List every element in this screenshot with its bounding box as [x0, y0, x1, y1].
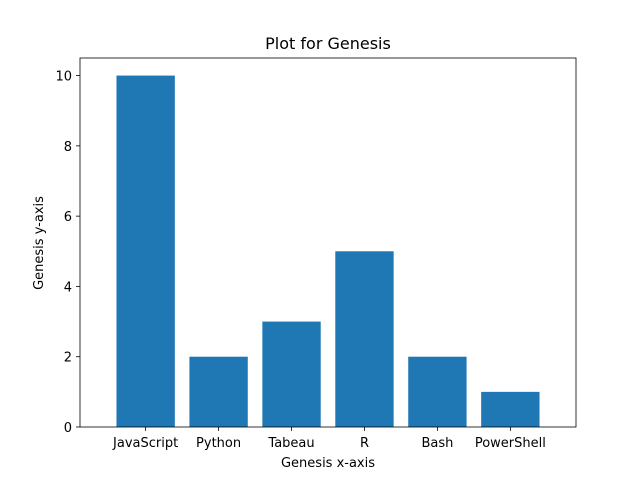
y-tick-label: 4 — [64, 280, 72, 295]
bar — [116, 75, 175, 428]
bar — [481, 391, 540, 427]
x-tick-label: Tabeau — [267, 436, 314, 451]
x-axis-label: Genesis x-axis — [281, 456, 375, 471]
x-tick-label: Python — [196, 436, 241, 451]
y-tick-label: 2 — [64, 351, 72, 366]
bar — [262, 321, 321, 427]
x-tick-label: PowerShell — [475, 436, 546, 451]
x-tick-label: Bash — [421, 436, 453, 451]
plot-frame — [79, 57, 577, 428]
y-tick-label: 10 — [55, 70, 72, 85]
y-tick-label: 8 — [64, 140, 72, 155]
x-tick-label: JavaScript — [112, 436, 178, 451]
y-tick-label: 0 — [64, 421, 72, 436]
x-tick-label: R — [360, 436, 369, 451]
y-axis-label: Genesis y-axis — [32, 196, 47, 290]
bar — [335, 251, 394, 427]
bar — [189, 356, 248, 427]
bar — [408, 356, 467, 427]
y-tick-label: 6 — [64, 210, 72, 225]
chart-title: Plot for Genesis — [265, 34, 391, 53]
plot-area: JavaScript Python Tabeau R Bash PowerShell 0 2 4… — [55, 57, 577, 451]
